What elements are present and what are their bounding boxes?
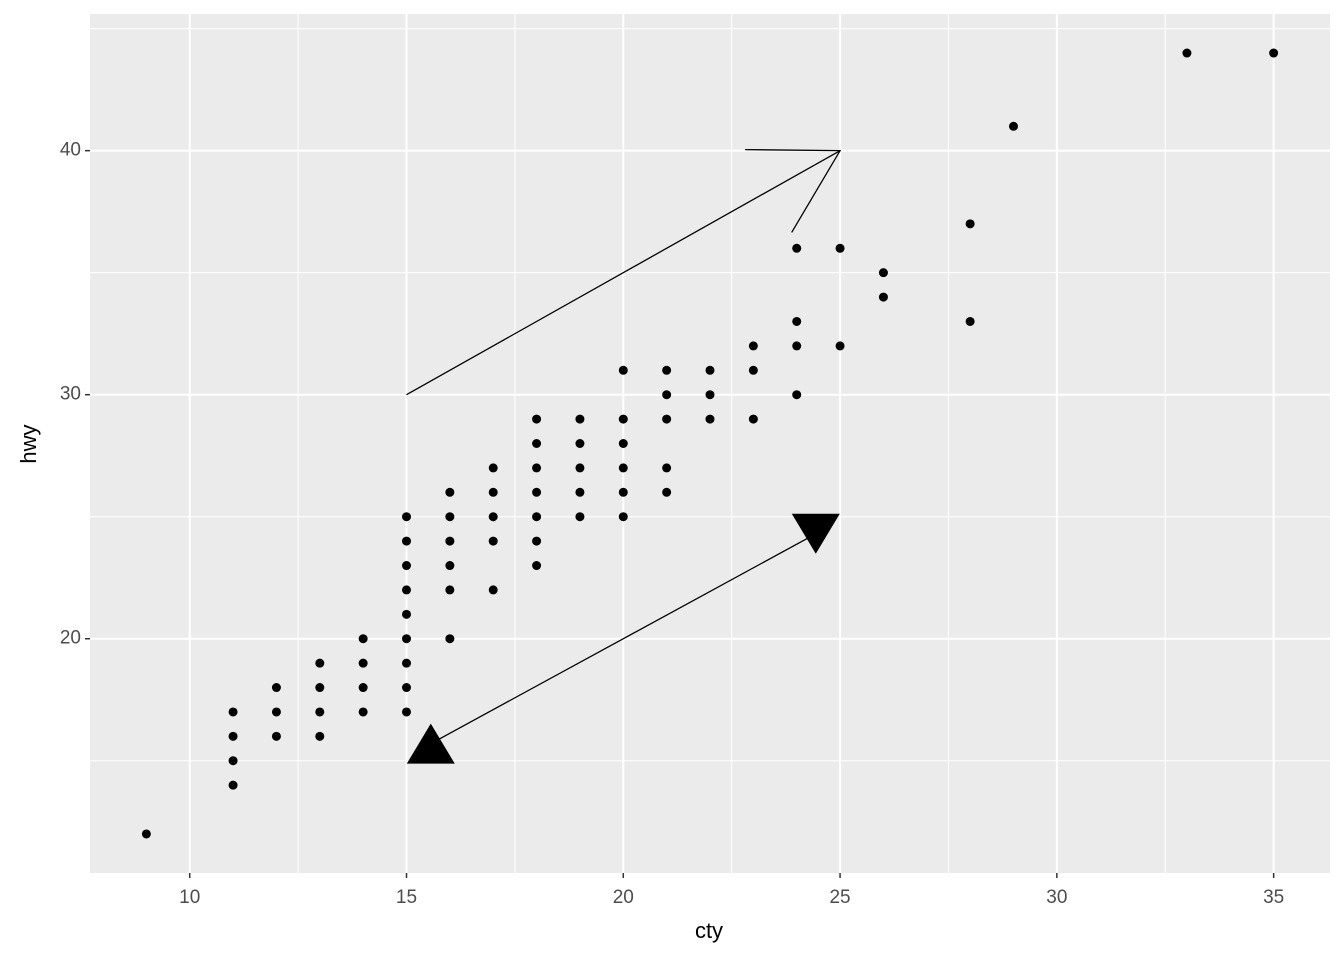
point <box>445 561 455 571</box>
point <box>315 707 325 717</box>
y-tick-label: 40 <box>60 140 81 161</box>
annotation-triangle-up <box>406 723 455 764</box>
point <box>532 561 542 571</box>
point <box>748 414 758 424</box>
point <box>575 487 585 497</box>
point <box>358 658 368 668</box>
point <box>878 268 888 278</box>
annotation-segment <box>406 150 841 396</box>
point <box>705 365 715 375</box>
x-tick-label: 35 <box>1263 887 1284 908</box>
annotation-segment <box>430 533 817 745</box>
point <box>792 341 802 351</box>
point <box>532 414 542 424</box>
point <box>402 512 412 522</box>
point <box>402 585 412 595</box>
point <box>1269 48 1279 58</box>
x-tick-label: 15 <box>396 887 417 908</box>
y-axis-title: hwy <box>16 424 41 463</box>
x-tick-label: 30 <box>1046 887 1067 908</box>
point <box>618 512 628 522</box>
point <box>402 536 412 546</box>
point <box>488 585 498 595</box>
point <box>575 439 585 448</box>
x-tick-label: 20 <box>613 887 634 908</box>
point <box>358 707 368 717</box>
point <box>618 414 628 424</box>
point <box>532 512 542 522</box>
point <box>445 487 455 497</box>
point <box>445 585 455 595</box>
point <box>402 561 412 571</box>
point <box>792 243 802 253</box>
point <box>402 609 412 619</box>
point <box>662 487 672 497</box>
point <box>228 707 238 717</box>
point <box>402 658 412 668</box>
point <box>402 683 412 693</box>
point <box>618 463 628 473</box>
point <box>662 414 672 424</box>
point <box>228 756 238 766</box>
point <box>575 414 585 424</box>
point <box>792 390 802 400</box>
point <box>618 439 628 448</box>
point <box>445 634 455 644</box>
point <box>488 463 498 473</box>
point <box>488 536 498 546</box>
point <box>662 463 672 473</box>
point <box>705 414 715 424</box>
point <box>878 292 888 302</box>
x-axis-title: cty <box>695 918 723 943</box>
point <box>532 463 542 473</box>
point <box>315 683 325 693</box>
arrow-head <box>745 148 842 233</box>
point <box>662 390 672 400</box>
point <box>965 316 975 326</box>
point <box>662 365 672 375</box>
point <box>271 731 281 741</box>
point <box>402 707 412 717</box>
point <box>1008 121 1018 131</box>
point <box>618 365 628 375</box>
point <box>445 536 455 546</box>
point <box>315 658 325 668</box>
point <box>1182 48 1192 58</box>
point <box>315 731 325 741</box>
point <box>618 487 628 497</box>
point <box>748 341 758 351</box>
point <box>965 219 975 229</box>
point <box>705 390 715 400</box>
point <box>402 634 412 644</box>
x-tick-label: 25 <box>829 887 850 908</box>
point <box>228 780 238 790</box>
point <box>228 731 238 741</box>
point <box>835 243 845 253</box>
y-tick-label: 20 <box>60 628 81 649</box>
point <box>575 463 585 473</box>
point <box>532 439 542 448</box>
point <box>792 316 802 326</box>
point <box>488 487 498 497</box>
point <box>748 365 758 375</box>
point <box>532 487 542 497</box>
x-tick-label: 10 <box>179 887 200 908</box>
point <box>488 512 498 522</box>
annotation-triangle-down <box>791 513 840 554</box>
point <box>835 341 845 351</box>
point <box>532 536 542 546</box>
panel <box>90 14 1330 873</box>
point <box>358 683 368 693</box>
point <box>271 683 281 693</box>
point <box>141 829 151 839</box>
point <box>358 634 368 644</box>
point <box>445 512 455 522</box>
point <box>575 512 585 522</box>
y-tick-label: 30 <box>60 384 81 405</box>
point <box>271 707 281 717</box>
